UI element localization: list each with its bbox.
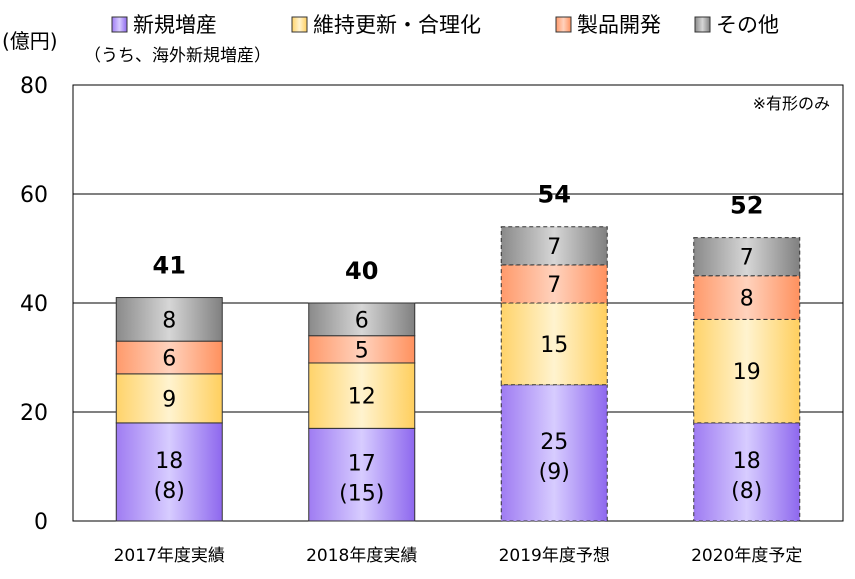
- bar-segment-3-2: [693, 275, 801, 320]
- legend-label-series-3: その他: [716, 13, 779, 37]
- legend-item-series-2: 製品開発: [555, 13, 661, 37]
- segment-label-2-1: 15: [540, 333, 568, 358]
- total-label-2: 54: [538, 181, 571, 209]
- bar-segment-3-1: [693, 318, 801, 424]
- legend-item-series-3: その他: [694, 13, 779, 37]
- segment-label-3-0: 18: [733, 449, 761, 474]
- bar-segment-0-3: [115, 297, 223, 342]
- legend: 新規増産 （うち、海外新規増産） 維持更新・合理化 製品開発 その他: [84, 13, 779, 66]
- bar-segment-1-3: [308, 302, 416, 337]
- y-tick-label-4: 80: [20, 74, 48, 99]
- total-label-0: 41: [153, 252, 186, 280]
- legend-swatch-series-2: [555, 16, 572, 33]
- bar-segment-2-1: [500, 302, 608, 386]
- segment-label-1-2: 5: [355, 338, 369, 363]
- segment-sublabel-0-0: (8): [154, 479, 185, 504]
- legend-swatch-series-1: [291, 16, 308, 33]
- x-category-label-0: 2017年度実績: [114, 546, 225, 566]
- bar-segment-1-2: [308, 335, 416, 364]
- segment-sublabel-2-0: (9): [539, 460, 570, 485]
- x-category-label-3: 2020年度予定: [691, 546, 802, 566]
- segment-label-2-2: 7: [547, 273, 561, 298]
- total-label-1: 40: [345, 257, 378, 285]
- segment-label-0-0: 18: [155, 449, 183, 474]
- legend-swatch-series-3: [694, 16, 711, 33]
- segment-label-2-0: 25: [540, 430, 568, 455]
- y-axis-ticks: 0 20 40 60 80: [20, 74, 48, 535]
- segment-label-2-3: 7: [547, 235, 561, 260]
- total-label-3: 52: [730, 192, 763, 220]
- bars-layer: [115, 226, 801, 522]
- segment-label-1-1: 12: [348, 385, 376, 410]
- legend-label-series-0: 新規増産: [133, 13, 217, 37]
- legend-sublabel-series-0: （うち、海外新規増産）: [84, 46, 271, 66]
- bar-segment-2-2: [500, 264, 608, 304]
- legend-label-series-1: 維持更新・合理化: [313, 13, 481, 37]
- y-tick-label-1: 20: [20, 401, 48, 426]
- bar-segment-2-3: [500, 226, 608, 266]
- segment-sublabel-1-0: (15): [339, 482, 384, 507]
- x-category-label-2: 2019年度予想: [499, 546, 610, 566]
- bar-segment-1-1: [308, 362, 416, 429]
- segment-sublabel-3-0: (8): [731, 479, 762, 504]
- segment-label-0-1: 9: [162, 387, 176, 412]
- legend-swatch-series-0: [111, 16, 128, 33]
- y-tick-label-2: 40: [20, 292, 48, 317]
- y-tick-label-3: 60: [20, 183, 48, 208]
- segment-label-1-3: 6: [355, 308, 369, 333]
- bar-segment-3-0: [693, 422, 801, 522]
- legend-item-series-0: 新規増産 （うち、海外新規増産）: [84, 13, 271, 66]
- y-unit-label: (億円): [2, 29, 58, 53]
- segment-label-3-2: 8: [740, 287, 754, 312]
- bar-segment-0-2: [115, 340, 223, 375]
- segment-label-3-1: 19: [733, 360, 761, 385]
- bar-segment-0-0: [115, 422, 223, 522]
- bar-segment-1-0: [308, 427, 416, 522]
- y-tick-label-0: 0: [34, 510, 48, 535]
- x-axis-categories: 2017年度実績 2018年度実績 2019年度予想 2020年度予定: [114, 546, 803, 566]
- legend-label-series-2: 製品開発: [577, 13, 661, 37]
- labels-layer: 18 (8) 9 6 8 41 17 (15) 12 5 6 40 25 (9) 15 7 7 54 18 (8) 19…: [153, 181, 764, 507]
- segment-label-3-3: 7: [740, 246, 754, 271]
- segment-label-0-2: 6: [162, 347, 176, 372]
- legend-item-series-1: 維持更新・合理化: [291, 13, 481, 37]
- chart-note: ※有形のみ: [753, 94, 830, 113]
- bar-segment-3-3: [693, 237, 801, 277]
- segment-label-1-0: 17: [348, 452, 376, 477]
- segment-label-0-3: 8: [162, 308, 176, 333]
- bar-segment-2-0: [500, 384, 608, 522]
- x-category-label-1: 2018年度実績: [306, 546, 417, 566]
